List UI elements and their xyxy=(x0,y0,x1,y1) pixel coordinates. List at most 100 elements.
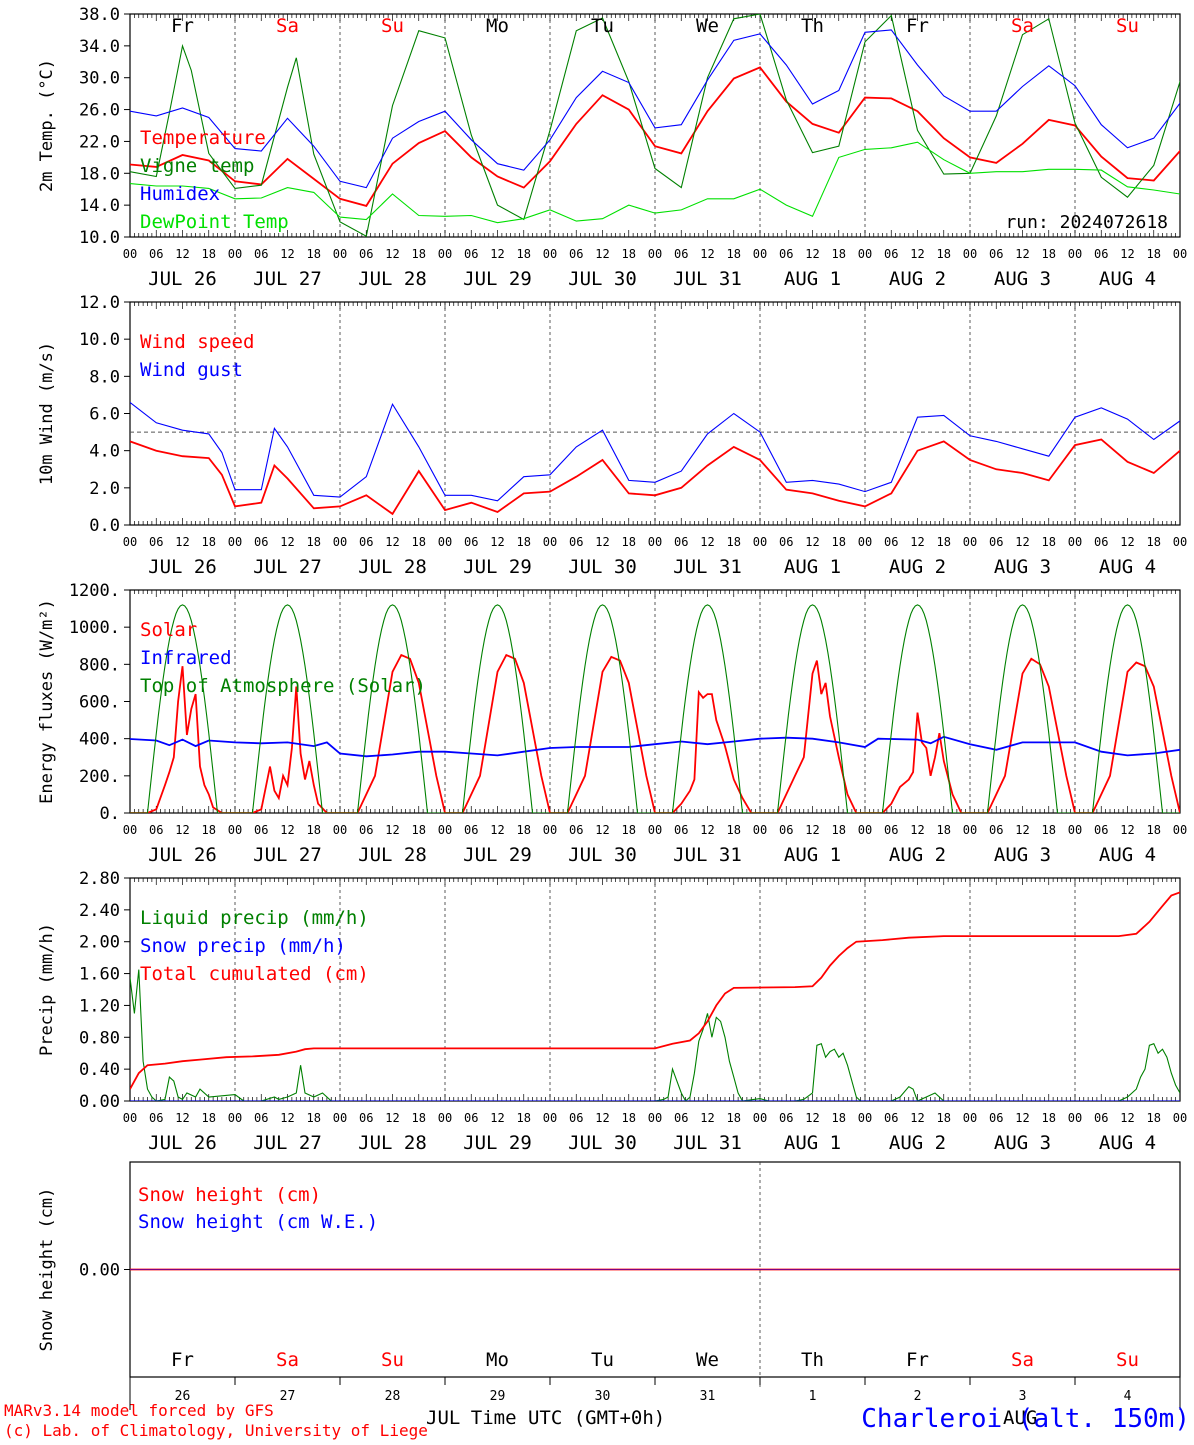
panel-5: 0.00 Snow height (cm) Snow height (cm) Snow… xyxy=(37,1161,1181,1410)
day-label: AUG 4 xyxy=(1099,1132,1156,1154)
hour-tick-label: 00 xyxy=(1068,247,1082,261)
weekday-label-bottom: Mo xyxy=(486,1349,509,1371)
hour-tick-label: 18 xyxy=(832,247,846,261)
hour-tick-label: 12 xyxy=(385,247,399,261)
hour-tick-label: 18 xyxy=(622,535,636,549)
hour-tick-label: 00 xyxy=(333,1111,347,1125)
legend-entry: Snow height (cm W.E.) xyxy=(138,1211,378,1233)
day-label: JUL 28 xyxy=(358,844,427,866)
hour-tick-label: 12 xyxy=(280,823,294,837)
hour-tick-label: 18 xyxy=(517,823,531,837)
y-tick-label: 1.60 xyxy=(79,965,120,985)
hour-tick-label: 18 xyxy=(517,535,531,549)
day-label: AUG 2 xyxy=(889,268,946,290)
hour-tick-label: 06 xyxy=(254,535,268,549)
hour-tick-label: 06 xyxy=(359,535,373,549)
y-tick-label: 400. xyxy=(79,730,120,750)
hour-tick-label: 12 xyxy=(280,535,294,549)
hour-tick-label: 00 xyxy=(123,535,137,549)
day-label: AUG 4 xyxy=(1099,268,1156,290)
hour-tick-label: 18 xyxy=(937,535,951,549)
day-label: JUL 31 xyxy=(673,268,742,290)
hour-tick-label: 06 xyxy=(569,1111,583,1125)
hour-tick-label: 06 xyxy=(359,1111,373,1125)
lab-credit: (c) Lab. of Climatology, University of L… xyxy=(4,1421,428,1440)
hour-tick-label: 00 xyxy=(228,247,242,261)
hour-tick-label: 00 xyxy=(333,823,347,837)
weekday-label-bottom: Fr xyxy=(171,1349,194,1371)
day-label: JUL 28 xyxy=(358,268,427,290)
hour-tick-label: 06 xyxy=(779,535,793,549)
hour-tick-label: 00 xyxy=(753,247,767,261)
hour-tick-label: 00 xyxy=(123,823,137,837)
hour-tick-label: 18 xyxy=(727,535,741,549)
hour-tick-label: 12 xyxy=(595,1111,609,1125)
hour-tick-label: 12 xyxy=(490,247,504,261)
y-tick-label: 12.0 xyxy=(79,293,120,313)
y-tick-label: 2.00 xyxy=(79,933,120,953)
panel-4: 00 06 12 18 00 06 12 18 00 06 12 18 00 06 12 18 00 06 12 18… xyxy=(37,869,1187,1154)
hour-tick-label: 06 xyxy=(779,1111,793,1125)
hour-tick-label: 12 xyxy=(805,535,819,549)
hour-tick-label: 12 xyxy=(805,823,819,837)
hour-tick-label: 06 xyxy=(989,535,1003,549)
y-tick-label: 0.0 xyxy=(89,516,120,536)
hour-tick-label: 06 xyxy=(884,535,898,549)
day-label: JUL 31 xyxy=(673,556,742,578)
day-label: JUL 27 xyxy=(253,844,322,866)
hour-tick-label: 12 xyxy=(1015,247,1029,261)
day-label: AUG 2 xyxy=(889,1132,946,1154)
day-label: JUL 30 xyxy=(568,1132,637,1154)
hour-tick-label: 06 xyxy=(254,1111,268,1125)
day-label: AUG 1 xyxy=(784,1132,841,1154)
day-label: JUL 27 xyxy=(253,268,322,290)
day-label: JUL 29 xyxy=(463,844,532,866)
hour-tick-label: 06 xyxy=(1094,535,1108,549)
hour-tick-label: 12 xyxy=(1015,823,1029,837)
legend-entry: Wind speed xyxy=(140,331,254,353)
hour-tick-label: 12 xyxy=(910,1111,924,1125)
weekday-label-bottom: Su xyxy=(381,1349,404,1371)
hour-tick-label: 18 xyxy=(307,247,321,261)
y-tick-label: 6.0 xyxy=(89,405,120,425)
bottom-day-number: 28 xyxy=(385,1389,401,1404)
series-line-liquid-precip-mm-h- xyxy=(130,969,1180,1101)
hour-tick-label: 06 xyxy=(464,823,478,837)
hour-tick-label: 00 xyxy=(543,1111,557,1125)
y-tick-label: 10.0 xyxy=(79,228,120,248)
hour-tick-label: 06 xyxy=(674,823,688,837)
hour-tick-label: 18 xyxy=(727,1111,741,1125)
day-label: JUL 31 xyxy=(673,844,742,866)
hour-tick-label: 06 xyxy=(989,823,1003,837)
series-line-humidex xyxy=(130,29,1180,189)
y-tick-label: 30.0 xyxy=(79,69,120,89)
hour-tick-label: 06 xyxy=(464,1111,478,1125)
plot-frame xyxy=(129,301,1181,526)
legend-entry: Snow precip (mm/h) xyxy=(140,935,346,957)
hour-tick-label: 12 xyxy=(595,535,609,549)
hour-tick-label: 18 xyxy=(1042,247,1056,261)
hour-tick-label: 00 xyxy=(858,247,872,261)
bottom-day-number: 3 xyxy=(1019,1389,1027,1404)
legend-entry: Vigne temp xyxy=(140,155,254,177)
hour-tick-label: 12 xyxy=(490,1111,504,1125)
hour-tick-label: 12 xyxy=(385,535,399,549)
hour-tick-label: 12 xyxy=(1120,823,1134,837)
legend-entry: Liquid precip (mm/h) xyxy=(140,907,369,929)
series-line-total-cumulated-cm- xyxy=(130,891,1180,1090)
hour-tick-label: 18 xyxy=(832,823,846,837)
legend-entry: Top of Atmosphere (Solar) xyxy=(140,675,426,697)
hour-tick-label: 12 xyxy=(175,247,189,261)
weekday-label: Tu xyxy=(591,15,614,37)
hour-tick-label: 00 xyxy=(1173,535,1187,549)
weekday-label: Sa xyxy=(276,15,299,37)
hour-tick-label: 18 xyxy=(622,1111,636,1125)
y-tick-label: 22.0 xyxy=(79,132,120,152)
legend-entry: Infrared xyxy=(140,647,232,669)
hour-tick-label: 06 xyxy=(569,823,583,837)
hour-tick-label: 00 xyxy=(228,535,242,549)
y-axis-label: Precip (mm/h) xyxy=(37,923,57,1056)
hour-tick-label: 06 xyxy=(989,1111,1003,1125)
hour-tick-label: 00 xyxy=(963,247,977,261)
